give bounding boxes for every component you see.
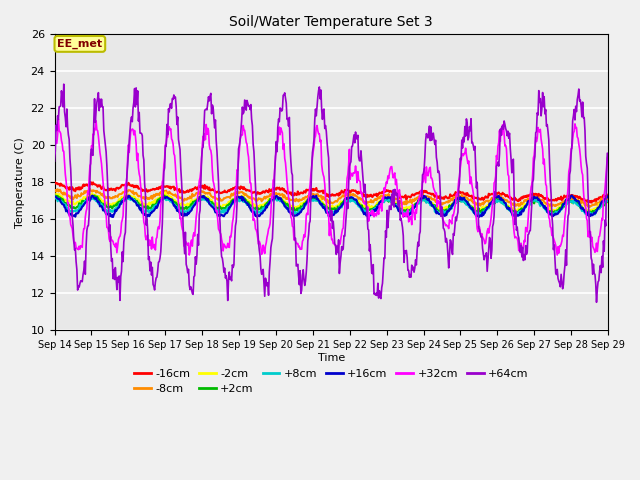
X-axis label: Time: Time [317, 353, 345, 363]
Y-axis label: Temperature (C): Temperature (C) [15, 137, 25, 228]
Title: Soil/Water Temperature Set 3: Soil/Water Temperature Set 3 [230, 15, 433, 29]
Text: EE_met: EE_met [58, 39, 102, 49]
Legend: -16cm, -8cm, -2cm, +2cm, +8cm, +16cm, +32cm, +64cm: -16cm, -8cm, -2cm, +2cm, +8cm, +16cm, +3… [130, 364, 533, 398]
